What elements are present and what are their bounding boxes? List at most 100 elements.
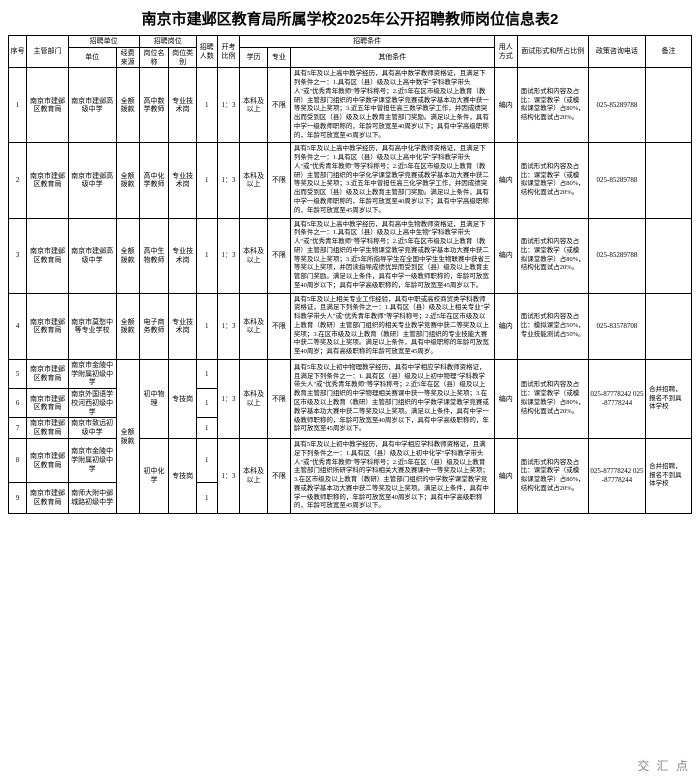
- th-remark: 备注: [646, 36, 692, 68]
- th-cond-group: 招聘条件: [240, 36, 494, 48]
- cell-remark: [646, 68, 692, 143]
- cell-employ: 编内: [494, 218, 517, 293]
- cell-unit: 南京市金陵中学附属初级中学: [68, 359, 116, 388]
- th-dept: 主管部门: [27, 36, 68, 68]
- cell-post-type: 专业技术岗: [169, 68, 197, 143]
- table-row: 1 南京市建邺区教育局 南京市建邺高级中学 全额拨款 高中数学教师 专业技术岗 …: [9, 68, 692, 143]
- table-row: 4 南京市建邺区教育局 南京市莫愁中等专业学校 全额拨款 电子商务教师 专业技术…: [9, 293, 692, 359]
- cell-num: 1: [196, 389, 217, 418]
- cell-post: 电子商务教师: [139, 293, 169, 359]
- cell-post-type: 专业技术岗: [169, 143, 197, 218]
- cell-unit: 南京外国语学校河西初级中学: [68, 389, 116, 418]
- cell-unit: 南京市建邺高级中学: [68, 68, 116, 143]
- cell-dept: 南京市建邺区教育局: [27, 293, 68, 359]
- cell-other: 具有5年及以上高中教学经历，具有高中生物教师资格证，且满足下列条件之一：1.具有…: [290, 218, 494, 293]
- th-num: 招聘人数: [196, 36, 217, 68]
- cell-edu: 本科及以上: [240, 68, 268, 143]
- cell-major: 不限: [267, 68, 290, 143]
- cell-ratio: 1：3: [217, 359, 240, 438]
- cell-ratio: 1：3: [217, 293, 240, 359]
- cell-other: 具有5年及以上高中教学经历，具有高中数学教师资格证，且满足下列条件之一：1.具有…: [290, 68, 494, 143]
- cell-unit: 南京市建邺高级中学: [68, 143, 116, 218]
- cell-fund: 全额拨款: [116, 68, 139, 143]
- cell-dept: 南京市建邺区教育局: [27, 143, 68, 218]
- cell-other: 具有5年及以上相关专业工作经验，具有中职或高校商贸类学科教师资格证，且满足下列条…: [290, 293, 494, 359]
- cell-major: 不限: [267, 143, 290, 218]
- cell-unit: 南京市建邺高级中学: [68, 218, 116, 293]
- cell-num: 1: [196, 418, 217, 439]
- cell-phone: 025-85289788: [588, 68, 645, 143]
- cell-unit: 南京市致远初级中学: [68, 418, 116, 439]
- table-row: 5 南京市建邺区教育局 南京市金陵中学附属初级中学 全额拨款 初中物理 专技岗 …: [9, 359, 692, 388]
- page-title: 南京市建邺区教育局所属学校2025年公开招聘教师岗位信息表2: [8, 8, 692, 29]
- info-table: 序号 主管部门 招聘单位 招聘岗位 招聘人数 开考比例 招聘条件 用人方式 面试…: [8, 35, 692, 514]
- cell-seq: 5: [9, 359, 27, 388]
- cell-other: 具有5年及以上初中教学经历，具有中学相应学科教师资格证，且满足下列条件之一：1.…: [290, 438, 494, 513]
- th-fund: 经费来源: [116, 47, 139, 68]
- th-major: 专业: [267, 47, 290, 68]
- th-post-name: 岗位名称: [139, 47, 169, 68]
- cell-post: 高中化学教师: [139, 143, 169, 218]
- th-ratio: 开考比例: [217, 36, 240, 68]
- cell-edu: 本科及以上: [240, 293, 268, 359]
- cell-ratio: 1：3: [217, 218, 240, 293]
- watermark: 交 汇 点: [637, 757, 690, 774]
- cell-num: 1: [196, 359, 217, 388]
- cell-interview: 面试形式和内容及占比：课堂教学（或模拟课堂教学）占80%，结构化面试占20%。: [517, 359, 588, 438]
- cell-dept: 南京市建邺区教育局: [27, 438, 68, 482]
- th-employ: 用人方式: [494, 36, 517, 68]
- cell-dept: 南京市建邺区教育局: [27, 418, 68, 439]
- cell-remark: [646, 218, 692, 293]
- th-seq: 序号: [9, 36, 27, 68]
- cell-remark: 合并招聘，报名不到具体学校: [646, 359, 692, 438]
- cell-interview: 面试形式和内容及占比：课堂教学（或模拟课堂教学）占80%，结构化面试占20%。: [517, 143, 588, 218]
- cell-seq: 2: [9, 143, 27, 218]
- cell-phone: 025-85289788: [588, 218, 645, 293]
- table-row: 2 南京市建邺区教育局 南京市建邺高级中学 全额拨款 高中化学教师 专业技术岗 …: [9, 143, 692, 218]
- cell-post: 初中化学: [139, 438, 169, 513]
- cell-unit: 南京市莫愁中等专业学校: [68, 293, 116, 359]
- table-row: 8 南京市建邺区教育局 南京市金陵中学附属初级中学 初中化学 专技岗 1 1：3…: [9, 438, 692, 482]
- cell-major: 不限: [267, 293, 290, 359]
- th-interview: 面试形式和所占比例: [517, 36, 588, 68]
- cell-dept: 南京市建邺区教育局: [27, 68, 68, 143]
- cell-phone: 025-85289788: [588, 143, 645, 218]
- cell-fund: 全额拨款: [116, 218, 139, 293]
- cell-major: 不限: [267, 359, 290, 438]
- cell-employ: 编内: [494, 68, 517, 143]
- cell-num: 1: [196, 68, 217, 143]
- cell-edu: 本科及以上: [240, 143, 268, 218]
- cell-edu: 本科及以上: [240, 218, 268, 293]
- table-row: 3 南京市建邺区教育局 南京市建邺高级中学 全额拨款 高中生物教师 专业技术岗 …: [9, 218, 692, 293]
- th-phone: 政策咨询电话: [588, 36, 645, 68]
- cell-unit: 南京市金陵中学附属初级中学: [68, 438, 116, 482]
- cell-major: 不限: [267, 438, 290, 513]
- cell-num: 1: [196, 143, 217, 218]
- cell-post-type: 专技岗: [169, 438, 197, 513]
- cell-remark: [646, 143, 692, 218]
- th-other: 其他条件: [290, 47, 494, 68]
- th-unit: 单位: [68, 47, 116, 68]
- cell-remark: 合并招聘，报名不到具体学校: [646, 438, 692, 513]
- cell-other: 具有5年及以上高中教学经历，具有高中化学教师资格证，且满足下列条件之一：1.具有…: [290, 143, 494, 218]
- cell-seq: 4: [9, 293, 27, 359]
- cell-phone: 025-87778242 025-87778244: [588, 359, 645, 438]
- cell-other: 具有5年及以上初中物理教学经历，具有中学相应学科教师资格证，且满足下列条件之一：…: [290, 359, 494, 438]
- th-post-group: 招聘岗位: [139, 36, 196, 48]
- th-post-type: 岗位类别: [169, 47, 197, 68]
- cell-post-type: 专业技术岗: [169, 218, 197, 293]
- cell-edu: 本科及以上: [240, 359, 268, 438]
- th-unit-group: 招聘单位: [68, 36, 139, 48]
- cell-employ: 编内: [494, 143, 517, 218]
- cell-seq: 9: [9, 483, 27, 514]
- cell-post: 高中生物教师: [139, 218, 169, 293]
- cell-interview: 面试形式和内容及占比：课堂教学（或模拟课堂教学）占80%，结构化面试占20%。: [517, 218, 588, 293]
- cell-ratio: 1：3: [217, 438, 240, 513]
- cell-employ: 编内: [494, 293, 517, 359]
- cell-seq: 7: [9, 418, 27, 439]
- cell-num: 1: [196, 483, 217, 514]
- cell-phone: 025-87778242 025-87778244: [588, 438, 645, 513]
- cell-num: 1: [196, 293, 217, 359]
- cell-post-type: 专技岗: [169, 359, 197, 438]
- cell-seq: 1: [9, 68, 27, 143]
